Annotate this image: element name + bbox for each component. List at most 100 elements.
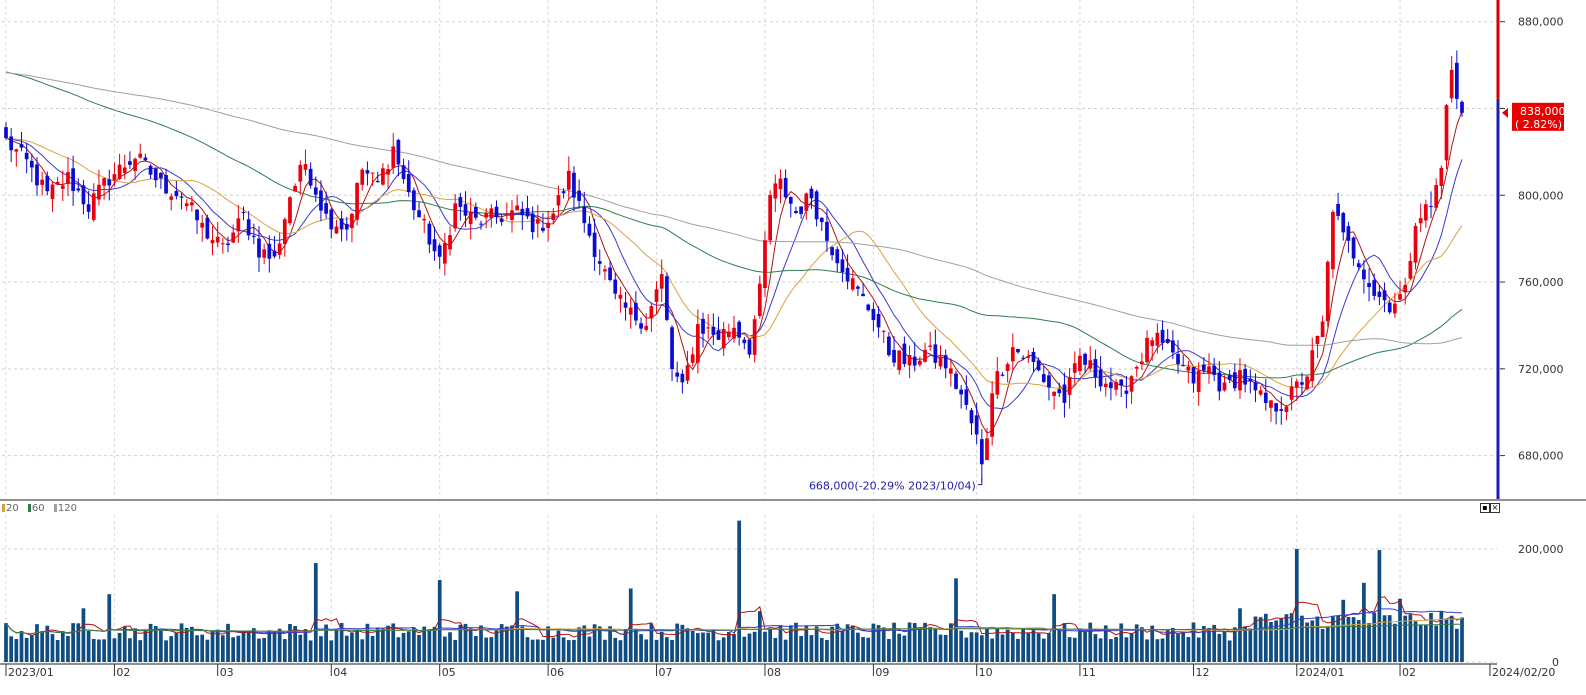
volume-bar — [551, 637, 556, 662]
volume-bar — [1109, 639, 1113, 662]
volume-bar — [830, 626, 834, 662]
candle-up — [995, 371, 1000, 395]
volume-bar — [923, 622, 927, 662]
volume-bar — [1000, 634, 1005, 662]
volume-bar — [726, 632, 731, 662]
volume-bar — [365, 623, 370, 662]
volume-bar — [1449, 615, 1454, 662]
price-tick-label: 800,000 — [1518, 189, 1564, 202]
candle-down — [164, 175, 168, 194]
candle-up — [804, 193, 809, 211]
ma60-swatch — [27, 504, 31, 512]
x-tick-label: 2023/01 — [8, 666, 54, 679]
candle-down — [159, 172, 163, 179]
candle-down — [597, 261, 602, 264]
candle-up — [381, 168, 385, 185]
volume-bar — [943, 634, 948, 662]
candle-up — [360, 169, 365, 185]
candle-down — [1279, 409, 1284, 411]
volume-bar — [1181, 632, 1186, 662]
ma20-legend-label: 20 — [6, 503, 19, 514]
candle-down — [783, 177, 788, 198]
volume-bar — [546, 626, 550, 662]
volume-bar — [231, 637, 236, 662]
volume-bar — [1150, 625, 1155, 662]
candle-up — [1186, 366, 1191, 371]
candle-down — [866, 304, 871, 311]
candle-up — [1078, 355, 1082, 372]
candle-up — [448, 235, 452, 250]
candle-down — [830, 247, 834, 256]
candle-up — [768, 194, 773, 241]
volume-bar — [1201, 626, 1206, 662]
candle-down — [912, 356, 917, 366]
volume-bar — [1377, 550, 1382, 662]
candle-up — [1331, 211, 1335, 270]
candle-down — [530, 213, 535, 233]
volume-bar — [195, 635, 199, 662]
volume-bar — [690, 630, 695, 662]
volume-bar — [1346, 616, 1351, 662]
candle-up — [484, 213, 489, 218]
candle-up — [422, 218, 427, 221]
volume-bar — [45, 625, 50, 662]
candle-down — [1109, 382, 1113, 389]
candle-down — [339, 218, 344, 230]
candle-down — [1274, 403, 1278, 412]
maximize-pane-icon[interactable]: ▪ — [1480, 503, 1490, 513]
candle-up — [102, 178, 106, 186]
candle-down — [577, 190, 581, 201]
volume-bar — [133, 628, 137, 662]
candle-up — [566, 170, 571, 190]
volume-bar — [752, 631, 757, 662]
volume-bar — [215, 629, 220, 662]
candle-up — [726, 331, 731, 338]
candle-down — [246, 219, 251, 236]
candle-down — [587, 223, 592, 236]
volume-bar — [262, 637, 267, 662]
volume-bar — [246, 632, 251, 662]
volume-bar — [1010, 633, 1015, 662]
volume-bar — [463, 623, 468, 662]
candle-up — [443, 243, 447, 264]
last-change-label: ( 2.82%) — [1515, 118, 1562, 131]
candle-up — [1005, 364, 1010, 372]
candle-up — [1103, 383, 1108, 388]
volume-bar — [665, 637, 669, 662]
candle-up — [721, 329, 726, 349]
candle-down — [814, 191, 819, 220]
volume-bar — [1207, 628, 1211, 662]
volume-bar — [990, 638, 995, 662]
candle-down — [319, 190, 323, 211]
candle-up — [303, 164, 308, 170]
candle-down — [825, 221, 829, 241]
volume-bar — [164, 640, 168, 662]
volume-bar — [706, 632, 711, 662]
close-pane-icon[interactable]: × — [1490, 503, 1500, 513]
candle-down — [35, 164, 39, 186]
x-tick-label: 2024/02/20 — [1492, 666, 1555, 679]
volume-bar — [1393, 623, 1397, 662]
volume-bar — [174, 633, 179, 662]
candle-down — [1346, 226, 1351, 241]
candle-up — [1114, 381, 1118, 390]
volume-bar — [572, 639, 576, 662]
candle-up — [881, 330, 886, 332]
volume-bar — [670, 639, 674, 662]
candle-down — [1083, 353, 1087, 365]
candle-up — [60, 185, 65, 189]
candle-down — [608, 267, 612, 281]
volume-bar — [515, 591, 520, 662]
candle-down — [819, 217, 824, 223]
volume-bar — [267, 630, 272, 662]
candle-down — [1217, 372, 1222, 392]
candle-up — [1088, 360, 1093, 369]
volume-bar — [1269, 622, 1273, 662]
volume-bar — [1444, 618, 1449, 662]
candle-down — [974, 415, 979, 435]
volume-bar — [1398, 598, 1402, 662]
candle-down — [1227, 375, 1232, 380]
candle-up — [355, 182, 359, 220]
